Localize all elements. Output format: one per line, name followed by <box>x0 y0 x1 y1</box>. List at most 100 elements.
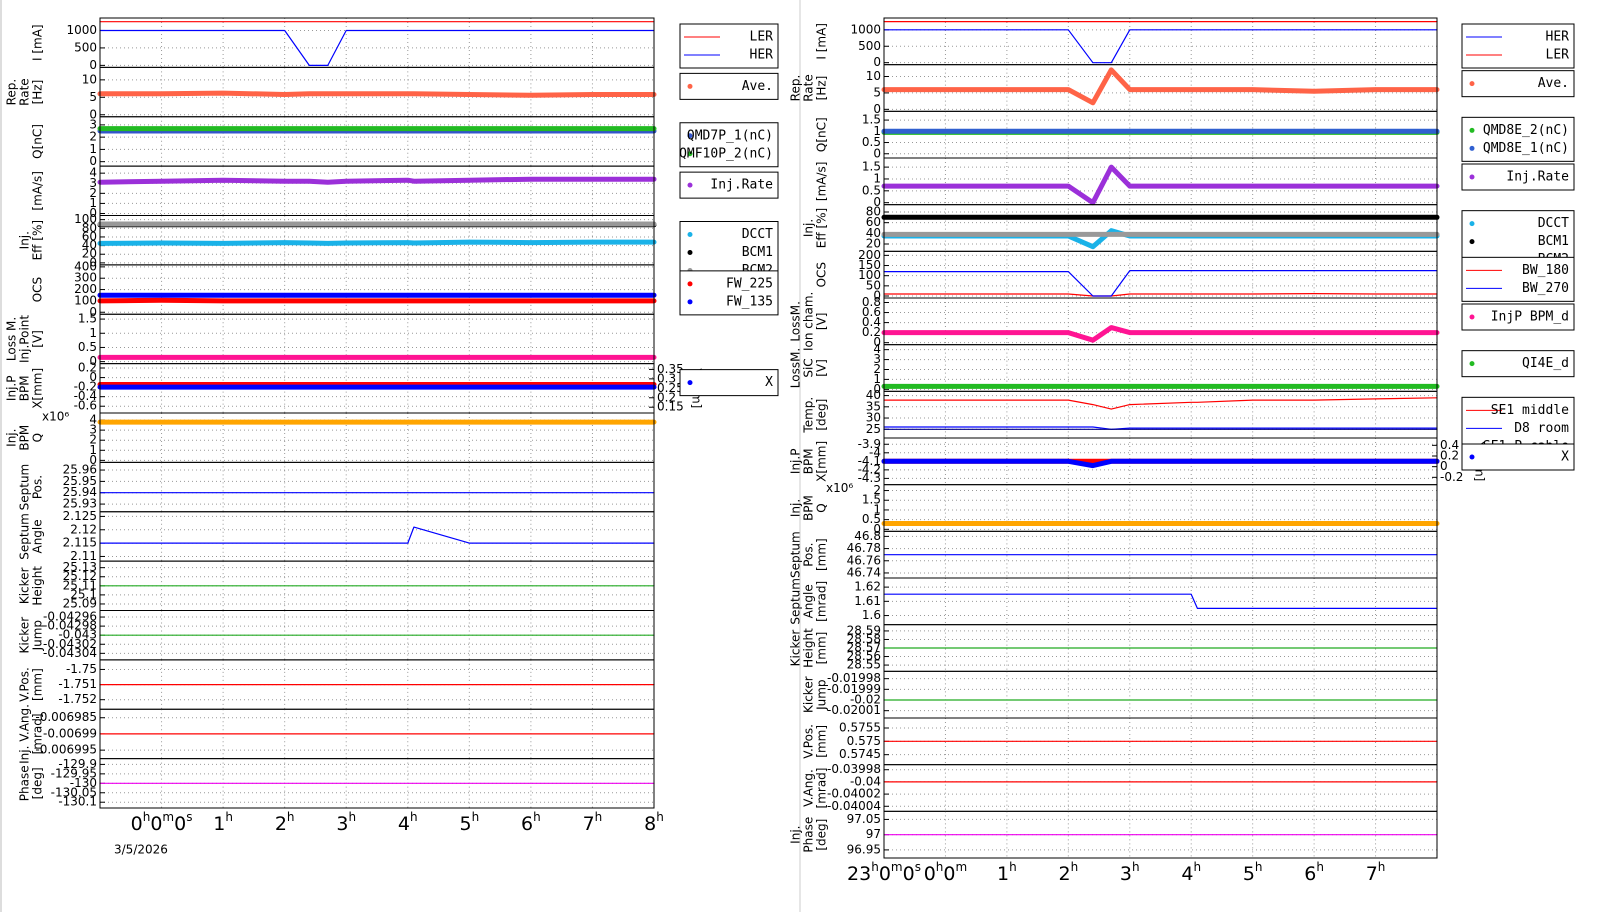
legend-marker <box>1469 314 1475 320</box>
y-tick-label: 25.09 <box>63 596 97 610</box>
y-axis-label: Inj. <box>802 219 816 237</box>
series-line <box>881 164 1440 206</box>
y-tick-label: 0.6 <box>862 305 881 319</box>
y-tick-label: 1 <box>89 142 97 156</box>
y-tick-label: 0.5 <box>862 183 881 197</box>
legend-label: BCM1 <box>742 245 773 260</box>
legend-label: D8 room <box>1514 421 1569 436</box>
y-axis-label: Phase <box>18 765 32 801</box>
x-tick-label: 3h <box>336 810 356 835</box>
y-tick-label: 1.5 <box>78 312 97 326</box>
series-line <box>883 426 1438 430</box>
legend-label: DCCT <box>1538 216 1569 231</box>
legend: Inj.Rate <box>679 171 779 199</box>
series-line <box>883 593 1438 609</box>
y-tick-label: 28.58 <box>847 632 881 646</box>
y-tick-label: 3 <box>89 117 97 131</box>
y-tick-label: 0.2 <box>78 361 97 375</box>
legend-label: LER <box>750 30 774 45</box>
y-tick-label: 0 <box>873 146 881 160</box>
y-tick-label: 40 <box>82 238 97 252</box>
y2-tick-label: 0.15 <box>657 400 684 414</box>
y-tick-label: 28.57 <box>847 641 881 655</box>
y-tick-label: -0.04002 <box>827 787 881 801</box>
y-tick-label: 35 <box>866 399 881 413</box>
y-tick-label: -1.751 <box>58 677 97 691</box>
y-tick-label: -130.05 <box>51 785 97 799</box>
y-tick-label: 1.5 <box>862 493 881 507</box>
legend-marker <box>1469 145 1475 151</box>
legend: X <box>1461 443 1575 471</box>
y-tick-label: 0 <box>873 55 881 69</box>
x-tick-label: 4h <box>1181 860 1201 885</box>
legend-box <box>679 72 779 100</box>
y-axis-label: Septum <box>18 513 32 560</box>
y-axis-label: Angle <box>31 519 45 553</box>
y-tick-label: -0.04302 <box>43 637 97 651</box>
y-tick-label: 28.56 <box>847 649 881 663</box>
y-axis-label: Inj. <box>789 499 803 517</box>
y-tick-label: 300 <box>74 271 97 285</box>
y-tick-label: 50 <box>866 278 881 292</box>
y-tick-label: 30 <box>866 411 881 425</box>
y-axis-label: [mA/s] <box>31 171 45 211</box>
y-tick-label: 25.94 <box>63 485 97 499</box>
y-tick-label: 200 <box>858 248 881 262</box>
y2-tick-label: -0.2 <box>1440 470 1463 484</box>
y-tick-label: 0.5 <box>862 512 881 526</box>
legend-label: X <box>765 375 773 390</box>
y-tick-label: 0 <box>89 107 97 121</box>
series-line <box>883 270 1438 297</box>
y-tick-label: -0.2 <box>74 380 97 394</box>
legend-box <box>1461 23 1575 69</box>
y-tick-label: 28.55 <box>847 658 881 672</box>
y-tick-label: 2 <box>873 362 881 376</box>
y-axis-label: Loss M. <box>5 317 19 361</box>
y-tick-label: 25.95 <box>63 474 97 488</box>
x-tick-label: 1h <box>997 860 1017 885</box>
y-tick-label: 0 <box>89 255 97 269</box>
y-axis-label: BPM <box>802 495 816 521</box>
y-axis-label: V.Ang. <box>802 769 816 807</box>
legend: QI4E_d <box>1461 350 1575 378</box>
y-tick-label: 0 <box>89 370 97 384</box>
y-tick-label: 3 <box>89 423 97 437</box>
x-tick-label: 0h0m0s <box>131 810 193 835</box>
y-tick-label: -1.752 <box>58 692 97 706</box>
y-tick-label: 5 <box>873 85 881 99</box>
panel-frame <box>883 810 1438 859</box>
y-axis-label: [deg] <box>815 819 829 851</box>
y-axis-label: [mA/s] <box>815 162 829 202</box>
y-tick-label: 200 <box>74 282 97 296</box>
y-tick-label: 25.11 <box>63 578 97 592</box>
y-axis-label: BPM <box>18 375 32 401</box>
y-axis-label: X[mm] <box>815 441 829 482</box>
legend-marker <box>687 380 693 386</box>
y-tick-label: 1 <box>873 171 881 185</box>
y-axis-label: Q[nC] <box>815 117 829 152</box>
y-tick-label: 100 <box>858 268 881 282</box>
y-tick-label: 0.8 <box>862 295 881 309</box>
y-axis-label: Inj. <box>5 429 19 447</box>
series-line <box>97 90 657 98</box>
legend-box <box>1461 303 1575 331</box>
legend: InjP BPM_d <box>1461 303 1575 331</box>
y-tick-label: -0.006985 <box>35 710 97 724</box>
y-axis-label: Eff [%] <box>31 220 45 260</box>
legend-box <box>679 369 779 397</box>
y-tick-label: -0.04 <box>850 774 881 788</box>
legend-label: HER <box>1546 30 1570 45</box>
legend-marker <box>1469 239 1475 245</box>
y-axis-label: SiC <box>802 358 816 377</box>
y-tick-label: -0.01998 <box>827 671 881 685</box>
y-tick-label: 25.96 <box>63 463 97 477</box>
x-tick-label: 6h <box>1304 860 1324 885</box>
y-axis-label: [mrad] <box>31 713 45 754</box>
y-tick-label: 0 <box>873 335 881 349</box>
legend-marker <box>687 83 693 89</box>
legend-box <box>679 171 779 199</box>
y-tick-label: -129.9 <box>58 757 97 771</box>
legend-label: QI4E_d <box>1522 356 1569 371</box>
y-axis-label: Rep. <box>5 79 19 106</box>
y-axis-label: Pos. <box>802 543 816 567</box>
